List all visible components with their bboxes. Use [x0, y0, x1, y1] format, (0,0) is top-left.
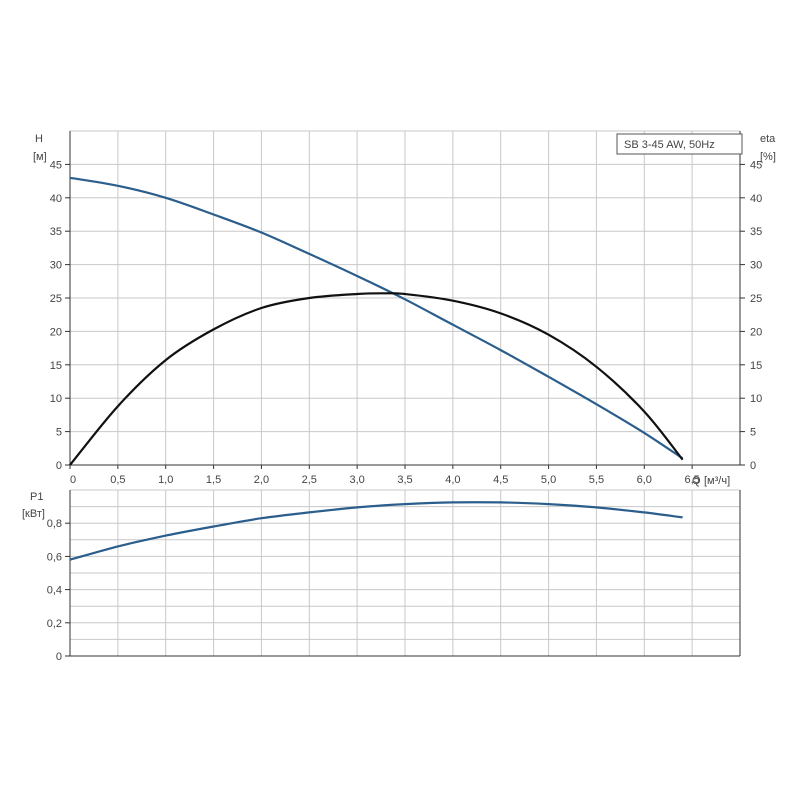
axis-layer: [65, 131, 745, 657]
h-tick-label: 45: [50, 159, 62, 171]
q-tick-label: 6,0: [637, 474, 652, 486]
eta-axis-unit: [%]: [760, 151, 776, 163]
q-tick-label: 3,5: [397, 474, 412, 486]
p1-tick-label: 0,6: [47, 551, 62, 563]
q-tick-label: 2,0: [254, 474, 269, 486]
q-tick-label: 0,5: [110, 474, 125, 486]
q-tick-label: 4,5: [493, 474, 508, 486]
h-tick-label: 0: [56, 460, 62, 472]
h-tick-label: 20: [50, 326, 62, 338]
legend-box: [616, 133, 743, 155]
q-tick-label: 2,5: [302, 474, 317, 486]
eta-tick-label: 20: [750, 326, 762, 338]
h-tick-label: 10: [50, 393, 62, 405]
q-tick-label: 5,0: [541, 474, 556, 486]
p1-tick-label: 0,4: [47, 585, 62, 597]
q-axis-label: Q: [692, 475, 701, 487]
h-tick-label: 5: [56, 427, 62, 439]
q-axis-unit: [м³/ч]: [704, 475, 730, 487]
q-tick-label: 4,0: [445, 474, 460, 486]
q-tick-label: 6,5: [684, 474, 699, 486]
q-tick-label: 0: [70, 474, 76, 486]
p1-axis-label: P1: [30, 491, 43, 503]
head-curve-line: [69, 176, 684, 460]
label-layer: H [м] eta [%] Q [м³/ч] P1 [кВт] SB 3-45 …: [22, 133, 776, 663]
eta-tick-label: 0: [750, 460, 756, 472]
h-tick-label: 30: [50, 260, 62, 272]
series-layer: [69, 176, 684, 561]
p1-tick-label: 0,2: [47, 618, 62, 630]
h-axis-unit: [м]: [33, 151, 47, 163]
p1-tick-label: 0: [56, 651, 62, 663]
p1-tick-label: 0,8: [47, 518, 62, 530]
h-tick-label: 40: [50, 193, 62, 205]
eta-axis-label: eta: [760, 133, 776, 145]
eta-tick-label: 30: [750, 260, 762, 272]
eta-tick-label: 40: [750, 193, 762, 205]
h-tick-label: 25: [50, 293, 62, 305]
eta-tick-label: 10: [750, 393, 762, 405]
q-tick-label: 5,5: [589, 474, 604, 486]
eta-tick-label: 35: [750, 226, 762, 238]
q-tick-label: 1,5: [206, 474, 221, 486]
p1-axis-unit: [кВт]: [22, 508, 45, 520]
q-tick-label: 3,0: [349, 474, 364, 486]
eta-tick-label: 25: [750, 293, 762, 305]
h-tick-label: 15: [50, 360, 62, 372]
q-tick-label: 1,0: [158, 474, 173, 486]
eta-tick-label: 45: [750, 159, 762, 171]
h-tick-label: 35: [50, 226, 62, 238]
power-curve-line: [69, 501, 683, 561]
efficiency-curve-line: [69, 292, 684, 466]
eta-tick-label: 5: [750, 427, 756, 439]
h-axis-label: H: [35, 133, 43, 145]
legend-text: SB 3-45 AW, 50Hz: [624, 139, 715, 151]
grid-layer: [70, 130, 740, 656]
eta-tick-label: 15: [750, 360, 762, 372]
